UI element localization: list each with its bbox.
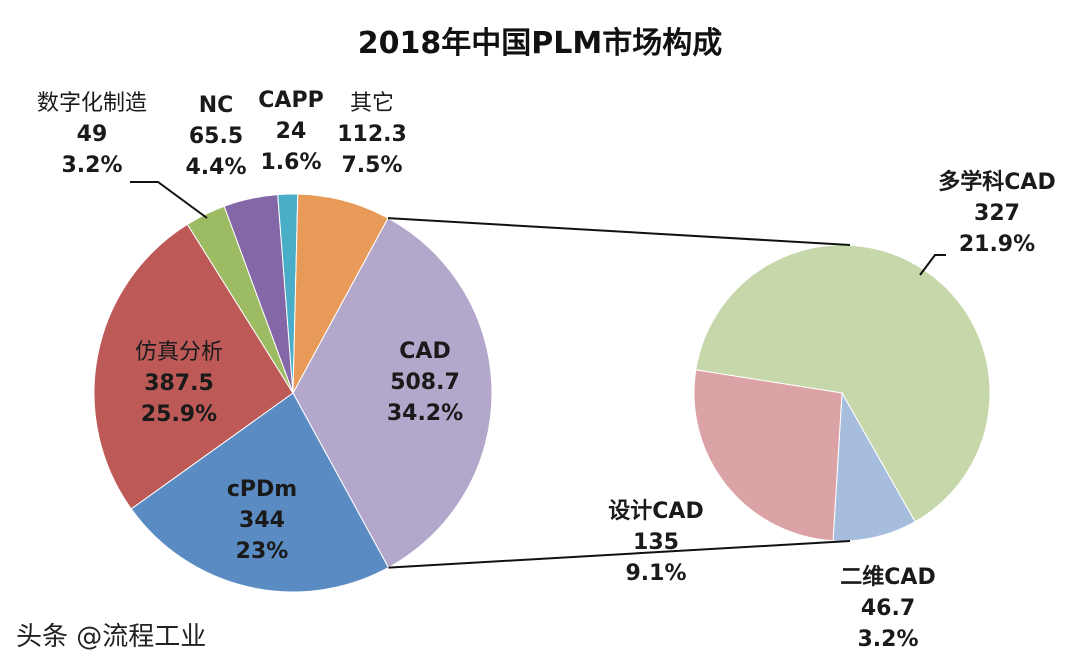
main-pie-slice-1 [130,392,390,593]
label-nc: NC 65.5 4.4% [185,93,247,180]
leader-line-digital-manufacturing [130,181,208,219]
label-simulation: 仿真分析 387.5 25.9% [134,340,224,427]
connector-line-bottom [388,540,851,569]
label-2d-cad: 二维CAD 46.7 3.2% [840,565,936,652]
secondary-pie-slice-2 [693,369,843,542]
main-pie-slice-2 [93,223,294,510]
main-pie-slice-6 [292,193,389,394]
label-cpdm: cPDm 344 23% [226,477,298,564]
main-pie-slice-0 [292,217,493,569]
secondary-pie-slice-1 [832,391,916,542]
watermark: 头条 @流程工业 [16,622,207,652]
leader-line-multidiscipline-cad [919,254,946,276]
connector-line-top [387,217,851,246]
label-capp: CAPP 24 1.6% [258,88,324,175]
label-design-cad: 设计CAD 135 9.1% [608,499,704,586]
chart-title: 2018年中国PLM市场构成 [357,26,723,61]
label-other: 其它 112.3 7.5% [337,91,407,178]
label-multidiscipline-cad: 多学科CAD 327 21.9% [938,170,1056,257]
secondary-pie-slice-0 [695,244,991,523]
label-cad: CAD 508.7 34.2% [386,339,464,426]
label-digital-manufacturing: 数字化制造 49 3.2% [36,91,148,178]
